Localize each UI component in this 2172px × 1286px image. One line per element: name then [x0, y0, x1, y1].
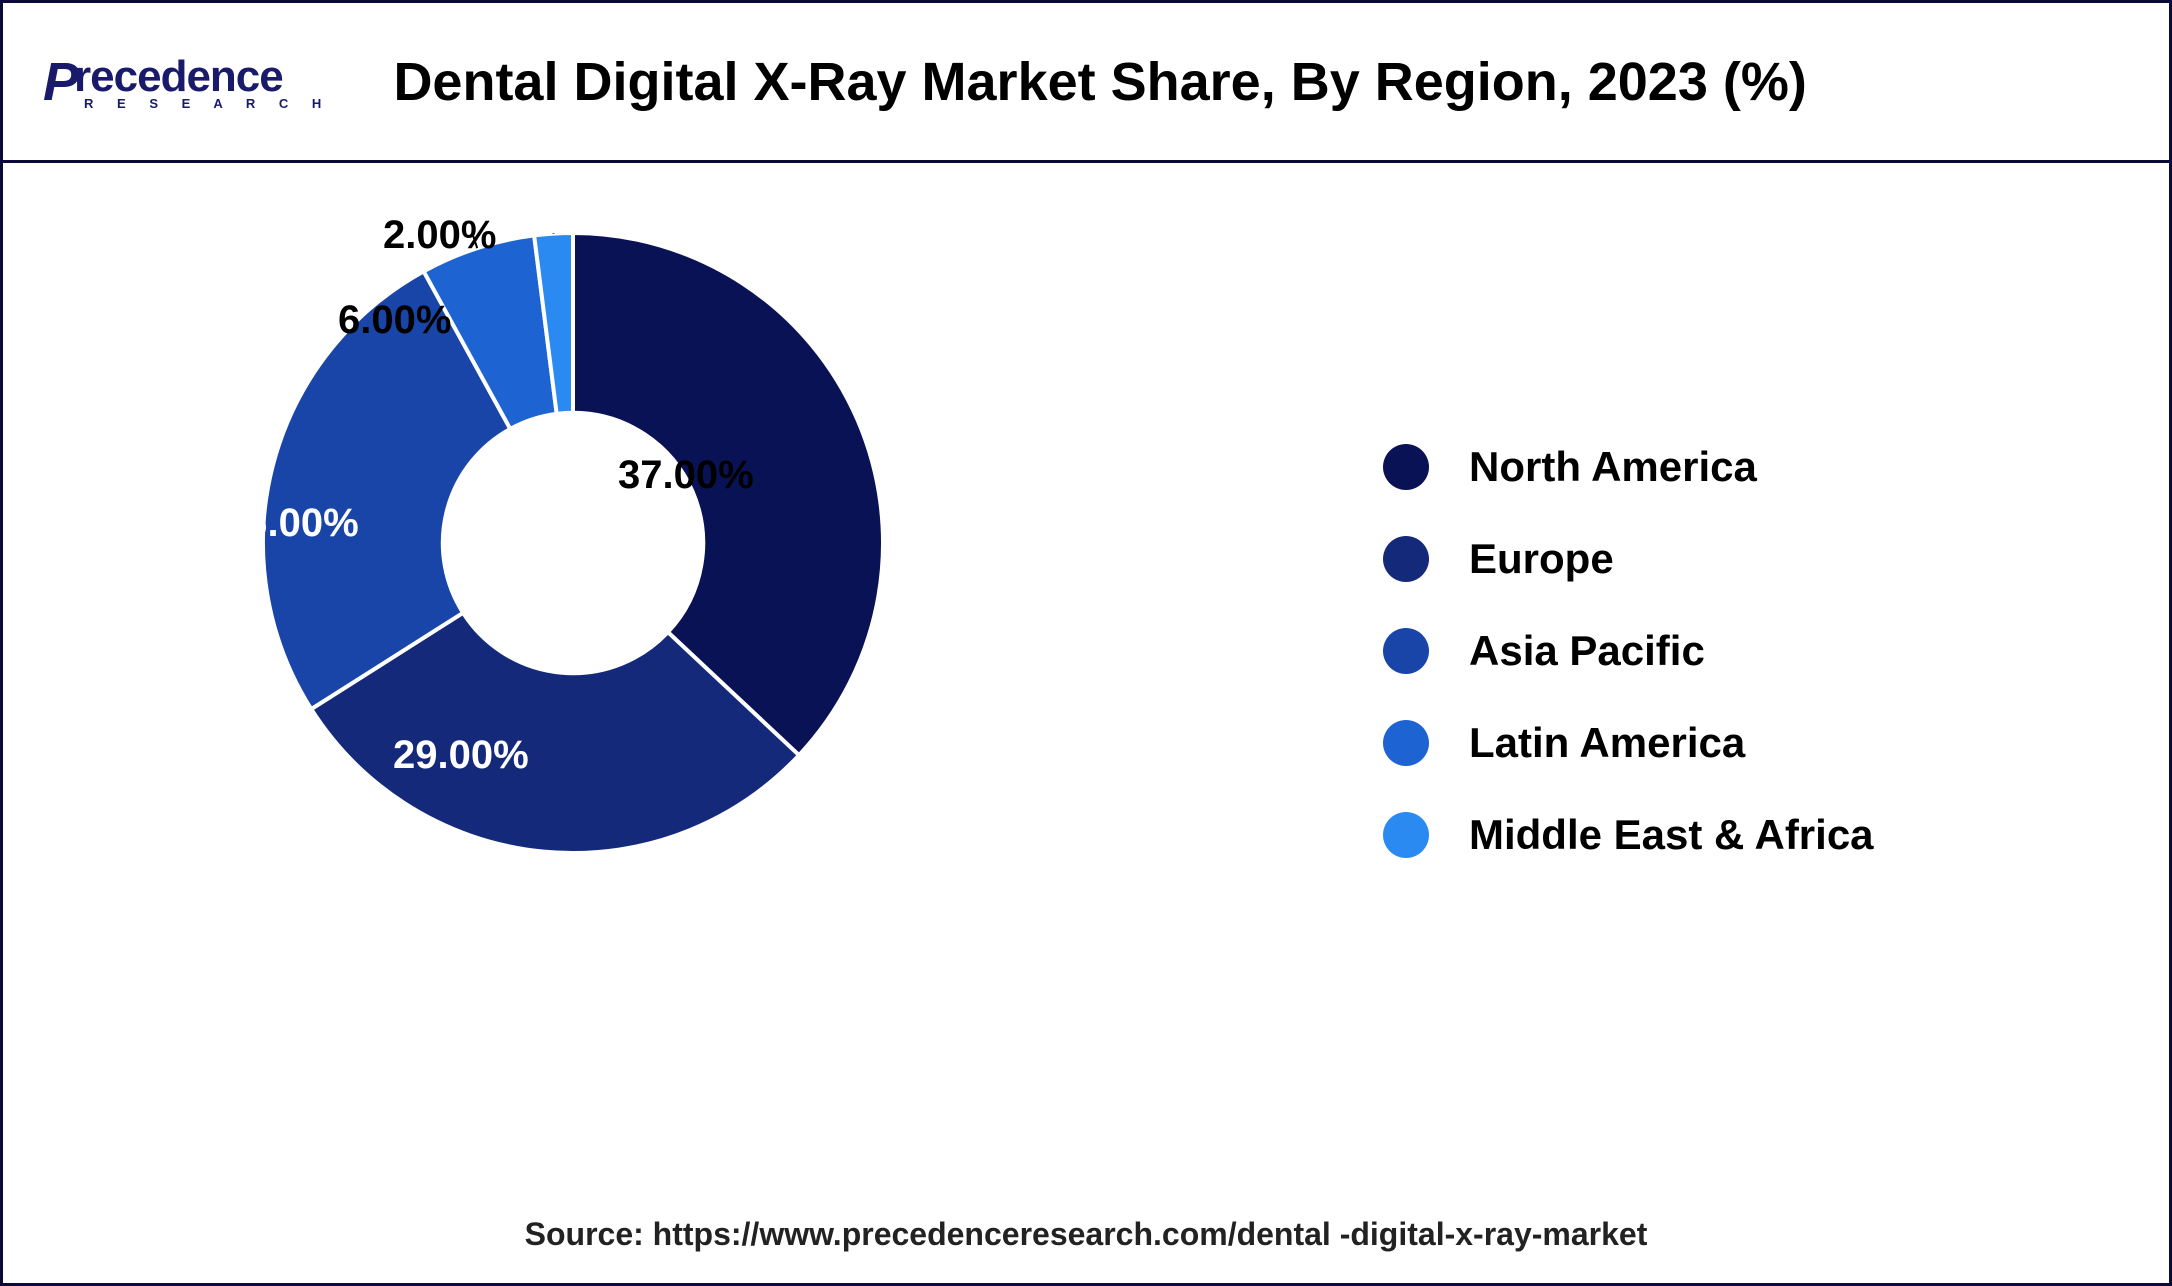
- slice-value-label: 6.00%: [338, 298, 451, 343]
- legend-item: Latin America: [1383, 719, 1874, 767]
- legend-label: Asia Pacific: [1469, 627, 1705, 675]
- legend-label: Middle East & Africa: [1469, 811, 1874, 859]
- legend-item: Middle East & Africa: [1383, 811, 1874, 859]
- logo-text-wrap: recedence R E S E A R C H: [74, 52, 331, 111]
- legend-label: Latin America: [1469, 719, 1745, 767]
- chart-body: 37.00% 29.00% 26.00% 6.00% 2.00% North Ameri…: [3, 163, 2169, 1193]
- logo-p-icon: P: [43, 51, 78, 113]
- legend-label: North America: [1469, 443, 1757, 491]
- legend-item: North America: [1383, 443, 1874, 491]
- legend-swatch-icon: [1383, 720, 1429, 766]
- header-bar: P recedence R E S E A R C H Dental Digit…: [3, 3, 2169, 163]
- chart-title: Dental Digital X-Ray Market Share, By Re…: [331, 51, 2129, 113]
- logo-sub-text: R E S E A R C H: [84, 96, 331, 111]
- legend-item: Asia Pacific: [1383, 627, 1874, 675]
- chart-frame: P recedence R E S E A R C H Dental Digit…: [0, 0, 2172, 1286]
- logo-brand-text: recedence: [74, 52, 331, 102]
- slice-value-label: 26.00%: [223, 501, 359, 546]
- brand-logo: P recedence R E S E A R C H: [43, 51, 331, 113]
- slice-value-label: 2.00%: [383, 213, 496, 258]
- legend-label: Europe: [1469, 535, 1614, 583]
- slice-value-label: 37.00%: [618, 453, 754, 498]
- slice-value-label: 29.00%: [393, 733, 529, 778]
- legend: North America Europe Asia Pacific Latin Ame…: [1383, 443, 1874, 903]
- legend-swatch-icon: [1383, 536, 1429, 582]
- legend-item: Europe: [1383, 535, 1874, 583]
- legend-swatch-icon: [1383, 812, 1429, 858]
- legend-swatch-icon: [1383, 444, 1429, 490]
- legend-swatch-icon: [1383, 628, 1429, 674]
- source-text: Source: https://www.precedenceresearch.c…: [3, 1216, 2169, 1253]
